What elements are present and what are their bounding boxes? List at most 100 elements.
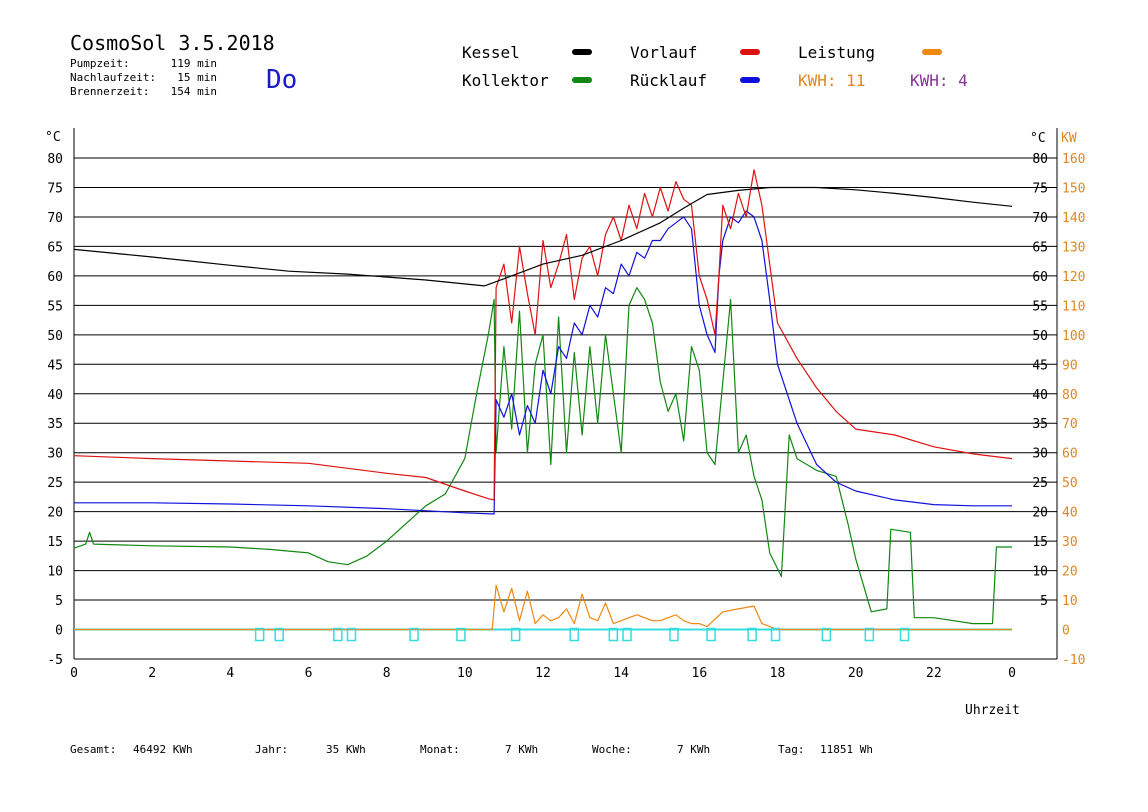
right-tick-label: 5 — [1040, 594, 1048, 609]
legend-vorlauf-swatch — [740, 49, 760, 55]
pump-marker — [864, 627, 875, 642]
footer-woche-label: Woche: — [592, 743, 632, 756]
left-tick-label: -5 — [47, 653, 63, 668]
kw-tick-label: 140 — [1062, 211, 1085, 226]
legend-kollektor-swatch — [572, 77, 592, 83]
x-axis-label: Uhrzeit — [965, 703, 1020, 718]
grid-lines — [73, 128, 1058, 660]
x-tick-label: 16 — [692, 666, 708, 681]
kw-tick-label: 20 — [1062, 565, 1078, 580]
left-tick-label: 60 — [47, 270, 63, 285]
footer-tag-label: Tag: — [778, 743, 805, 756]
right-unit-label: °C — [1030, 131, 1046, 146]
legend-leistung-swatch — [922, 49, 942, 55]
pump-marker — [706, 627, 716, 642]
left-tick-label: 20 — [47, 506, 63, 521]
info-value-nachlaufzeit: 15 min — [177, 71, 217, 84]
pump-marker — [770, 627, 781, 642]
chart-title: CosmoSol 3.5.2018 — [70, 31, 275, 55]
x-tick-label: 0 — [1008, 666, 1016, 681]
left-tick-label: 75 — [47, 181, 63, 196]
kw-tick-label: 30 — [1062, 535, 1078, 550]
left-tick-label: 50 — [47, 329, 63, 344]
legend-vorlauf-label: Vorlauf — [630, 43, 697, 62]
kw-tick-label: 0 — [1062, 624, 1070, 639]
right-tick-label: 65 — [1032, 240, 1048, 255]
pump-marker — [899, 627, 910, 642]
left-tick-label: 5 — [55, 594, 63, 609]
kw-tick-label: 70 — [1062, 417, 1078, 432]
legend-leistung-label: Leistung — [798, 43, 875, 62]
footer-monat-value: 7 KWh — [505, 743, 538, 756]
info-label-brennerzeit: Brennerzeit: — [70, 85, 149, 98]
right-tick-label: 40 — [1032, 388, 1048, 403]
kw-tick-label: 110 — [1062, 299, 1085, 314]
pump-marker — [254, 627, 265, 642]
footer-jahr-label: Jahr: — [255, 743, 288, 756]
kw-unit-label: KW — [1061, 131, 1077, 146]
pump-marker — [409, 627, 419, 642]
pump-marker — [274, 627, 284, 642]
left-tick-label: 45 — [47, 358, 63, 373]
left-tick-label: 80 — [47, 152, 63, 167]
info-label-pumpzeit: Pumpzeit: — [70, 57, 130, 70]
right-tick-label: 75 — [1032, 181, 1048, 196]
right-tick-label: 60 — [1032, 270, 1048, 285]
right-tick-label: 25 — [1032, 476, 1048, 491]
left-tick-label: 15 — [47, 535, 63, 550]
pump-marker — [821, 627, 832, 642]
pump-marker — [510, 627, 521, 642]
pump-marker — [569, 627, 580, 642]
x-tick-label: 20 — [848, 666, 864, 681]
left-tick-label: 10 — [47, 565, 63, 580]
right-tick-label: 70 — [1032, 211, 1048, 226]
kw-tick-label: 130 — [1062, 240, 1085, 255]
footer-woche-value: 7 KWh — [677, 743, 710, 756]
x-tick-label: 12 — [535, 666, 551, 681]
left-tick-label: 40 — [47, 388, 63, 403]
kwh-orange-label: KWH: 11 — [798, 71, 865, 90]
kw-tick-label: 120 — [1062, 270, 1085, 285]
kw-tick-label: 40 — [1062, 506, 1078, 521]
weekday-label: Do — [266, 65, 297, 95]
left-tick-label: 30 — [47, 447, 63, 462]
left-tick-label: 70 — [47, 211, 63, 226]
right-tick-label: 35 — [1032, 417, 1048, 432]
left-tick-label: 35 — [47, 417, 63, 432]
x-tick-label: 2 — [148, 666, 156, 681]
right-tick-label: 30 — [1032, 447, 1048, 462]
right-tick-label: 10 — [1032, 565, 1048, 580]
footer-gesamt-label: Gesamt: — [70, 743, 116, 756]
x-tick-label: 10 — [457, 666, 473, 681]
left-unit-label: °C — [45, 130, 61, 145]
footer-tag-value: 11851 Wh — [820, 743, 873, 756]
legend-kessel-label: Kessel — [462, 43, 520, 62]
kw-tick-label: 10 — [1062, 594, 1078, 609]
kw-tick-label: 100 — [1062, 329, 1085, 344]
pump-markers — [254, 627, 910, 642]
info-label-nachlaufzeit: Nachlaufzeit: — [70, 71, 156, 84]
footer-jahr-value: 35 KWh — [326, 743, 366, 756]
left-tick-label: 65 — [47, 240, 63, 255]
pump-marker — [622, 627, 632, 642]
legend-kollektor-label: Kollektor — [462, 71, 549, 90]
right-tick-label: 50 — [1032, 329, 1048, 344]
kw-tick-label: 60 — [1062, 447, 1078, 462]
pump-marker — [346, 627, 357, 642]
kw-tick-label: -10 — [1062, 653, 1085, 668]
pump-marker — [456, 627, 466, 642]
legend-ruecklauf-label: Rücklauf — [630, 71, 707, 90]
pump-marker — [333, 627, 343, 642]
series-line-kessel — [73, 186, 1013, 287]
pump-marker — [747, 627, 757, 642]
series-line-leistung — [74, 584, 1012, 631]
right-tick-label: 45 — [1032, 358, 1048, 373]
tick-labels: -505101520253035404550556065707580510152… — [47, 152, 1085, 681]
footer-monat-label: Monat: — [420, 743, 460, 756]
kw-tick-label: 150 — [1062, 181, 1085, 196]
kw-tick-label: 50 — [1062, 476, 1078, 491]
kw-tick-label: 160 — [1062, 152, 1085, 167]
left-tick-label: 55 — [47, 299, 63, 314]
x-tick-label: 0 — [70, 666, 78, 681]
